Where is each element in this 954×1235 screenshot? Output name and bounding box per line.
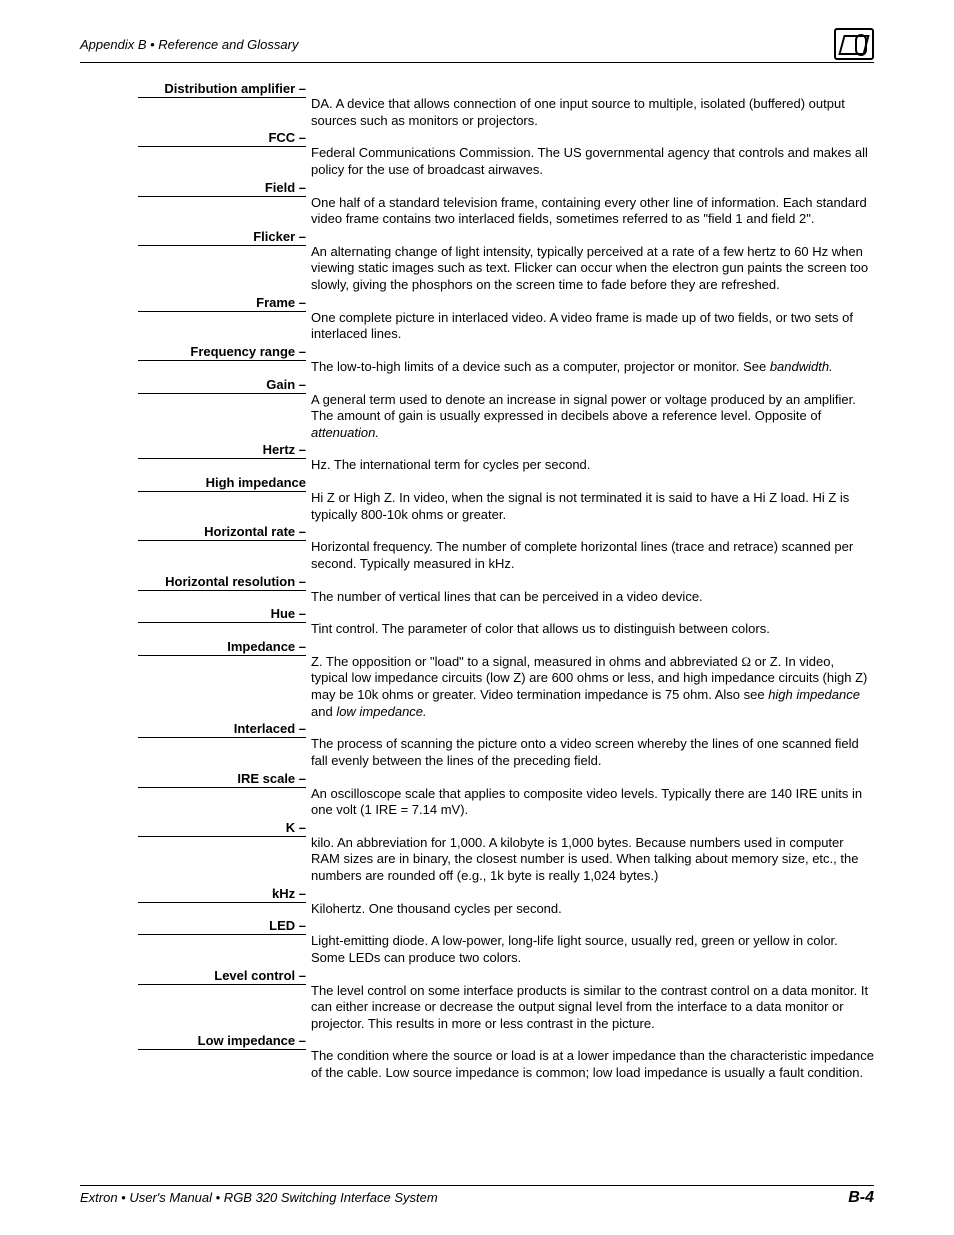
document-icon	[834, 28, 874, 60]
glossary-term: Interlaced –	[138, 721, 308, 738]
glossary-entry: Frequency range –The low-to-high limits …	[138, 344, 874, 376]
page-footer: Extron • User's Manual • RGB 320 Switchi…	[80, 1185, 874, 1207]
glossary-term: Horizontal rate –	[138, 524, 308, 541]
glossary-entry: LED –Light-emitting diode. A low-power, …	[138, 918, 874, 966]
glossary-definition-wrap: Federal Communications Commission. The U…	[308, 130, 874, 178]
glossary-definition-wrap: Z. The opposition or "load" to a signal,…	[308, 639, 874, 721]
glossary-term: Frequency range –	[138, 344, 308, 361]
glossary-entry: Horizontal resolution –The number of ver…	[138, 574, 874, 606]
glossary-entry: Low impedance –The condition where the s…	[138, 1033, 874, 1081]
page-header: Appendix B • Reference and Glossary	[80, 28, 874, 63]
glossary-definition-wrap: The low-to-high limits of a device such …	[308, 344, 874, 376]
glossary-definition: Kilohertz. One thousand cycles per secon…	[308, 901, 874, 918]
glossary-entry: Hue –Tint control. The parameter of colo…	[138, 606, 874, 638]
glossary-definition: Federal Communications Commission. The U…	[308, 145, 874, 178]
glossary-entry: Level control –The level control on some…	[138, 968, 874, 1033]
glossary-term: LED –	[138, 918, 308, 935]
glossary-term: Impedance –	[138, 639, 308, 656]
glossary-term: Gain –	[138, 377, 308, 394]
glossary-term: High impedance	[138, 475, 308, 492]
glossary-definition: An oscilloscope scale that applies to co…	[308, 786, 874, 819]
glossary-definition: One half of a standard television frame,…	[308, 195, 874, 228]
glossary-definition: Tint control. The parameter of color tha…	[308, 621, 874, 638]
glossary-definition: The level control on some interface prod…	[308, 983, 874, 1033]
glossary-entry: Frame –One complete picture in interlace…	[138, 295, 874, 343]
glossary-entry: Flicker –An alternating change of light …	[138, 229, 874, 294]
glossary-term: Hue –	[138, 606, 308, 623]
glossary-term: K –	[138, 820, 308, 837]
glossary-definition-wrap: An alternating change of light intensity…	[308, 229, 874, 294]
glossary-entry: K –kilo. An abbreviation for 1,000. A ki…	[138, 820, 874, 885]
glossary-definition-wrap: Tint control. The parameter of color tha…	[308, 606, 874, 638]
glossary-entry: Gain –A general term used to denote an i…	[138, 377, 874, 442]
glossary-entry: Field –One half of a standard television…	[138, 180, 874, 228]
glossary-definition: The low-to-high limits of a device such …	[308, 359, 874, 376]
glossary-definition: DA. A device that allows connection of o…	[308, 96, 874, 129]
glossary-term: Level control –	[138, 968, 308, 985]
glossary-entry: Interlaced –The process of scanning the …	[138, 721, 874, 769]
glossary-entry: High impedanceHi Z or High Z. In video, …	[138, 475, 874, 523]
glossary-definition: Light-emitting diode. A low-power, long-…	[308, 933, 874, 966]
glossary-entry: FCC –Federal Communications Commission. …	[138, 130, 874, 178]
glossary-definition-wrap: Light-emitting diode. A low-power, long-…	[308, 918, 874, 966]
glossary-definition: A general term used to denote an increas…	[308, 392, 874, 442]
glossary-term: Horizontal resolution –	[138, 574, 308, 591]
glossary-definition: One complete picture in interlaced video…	[308, 310, 874, 343]
footer-left: Extron • User's Manual • RGB 320 Switchi…	[80, 1190, 438, 1205]
glossary-definition-wrap: DA. A device that allows connection of o…	[308, 81, 874, 129]
glossary-entries: Distribution amplifier –DA. A device tha…	[80, 81, 874, 1082]
glossary-definition-wrap: The process of scanning the picture onto…	[308, 721, 874, 769]
glossary-definition: kilo. An abbreviation for 1,000. A kilob…	[308, 835, 874, 885]
glossary-entry: Horizontal rate –Horizontal frequency. T…	[138, 524, 874, 572]
glossary-definition-wrap: Hi Z or High Z. In video, when the signa…	[308, 475, 874, 523]
glossary-definition-wrap: One complete picture in interlaced video…	[308, 295, 874, 343]
glossary-definition: Hz. The international term for cycles pe…	[308, 457, 874, 474]
glossary-definition: The condition where the source or load i…	[308, 1048, 874, 1081]
glossary-term: Flicker –	[138, 229, 308, 246]
glossary-entry: kHz –Kilohertz. One thousand cycles per …	[138, 886, 874, 918]
glossary-definition-wrap: kilo. An abbreviation for 1,000. A kilob…	[308, 820, 874, 885]
glossary-term: Frame –	[138, 295, 308, 312]
glossary-definition-wrap: An oscilloscope scale that applies to co…	[308, 771, 874, 819]
glossary-definition: Z. The opposition or "load" to a signal,…	[308, 654, 874, 721]
glossary-definition-wrap: Horizontal frequency. The number of comp…	[308, 524, 874, 572]
glossary-term: Low impedance –	[138, 1033, 308, 1050]
glossary-definition-wrap: A general term used to denote an increas…	[308, 377, 874, 442]
glossary-definition: The process of scanning the picture onto…	[308, 736, 874, 769]
glossary-definition-wrap: Kilohertz. One thousand cycles per secon…	[308, 886, 874, 918]
glossary-term: FCC –	[138, 130, 308, 147]
glossary-definition: Horizontal frequency. The number of comp…	[308, 539, 874, 572]
glossary-entry: Distribution amplifier –DA. A device tha…	[138, 81, 874, 129]
footer-right: B-4	[848, 1189, 874, 1207]
glossary-definition-wrap: The condition where the source or load i…	[308, 1033, 874, 1081]
glossary-definition-wrap: Hz. The international term for cycles pe…	[308, 442, 874, 474]
header-title: Appendix B • Reference and Glossary	[80, 37, 298, 52]
glossary-entry: IRE scale –An oscilloscope scale that ap…	[138, 771, 874, 819]
glossary-definition-wrap: One half of a standard television frame,…	[308, 180, 874, 228]
glossary-definition-wrap: The number of vertical lines that can be…	[308, 574, 874, 606]
glossary-definition: The number of vertical lines that can be…	[308, 589, 874, 606]
glossary-term: Field –	[138, 180, 308, 197]
glossary-entry: Hertz –Hz. The international term for cy…	[138, 442, 874, 474]
glossary-term: kHz –	[138, 886, 308, 903]
glossary-term: Hertz –	[138, 442, 308, 459]
glossary-term: IRE scale –	[138, 771, 308, 788]
glossary-term: Distribution amplifier –	[138, 81, 308, 98]
glossary-definition: Hi Z or High Z. In video, when the signa…	[308, 490, 874, 523]
glossary-entry: Impedance –Z. The opposition or "load" t…	[138, 639, 874, 721]
glossary-definition-wrap: The level control on some interface prod…	[308, 968, 874, 1033]
glossary-definition: An alternating change of light intensity…	[308, 244, 874, 294]
